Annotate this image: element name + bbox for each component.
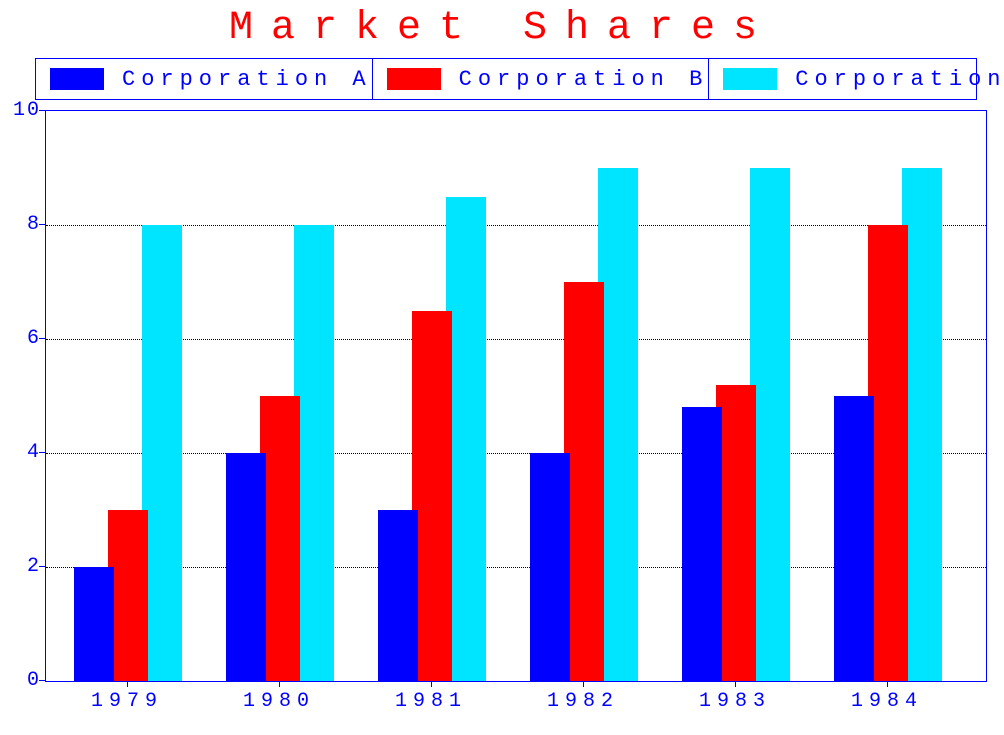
xtick-mark [887, 681, 888, 687]
legend-swatch-a [50, 68, 104, 90]
xtick-label: 1984 [851, 690, 923, 713]
legend-swatch-b [387, 68, 441, 90]
ytick-label: 8 [3, 213, 41, 236]
plot-area [45, 110, 987, 682]
legend-item-a: Corporation A [36, 59, 373, 99]
bar [294, 225, 334, 681]
bar [142, 225, 182, 681]
ytick-label: 10 [3, 99, 41, 122]
ytick-label: 4 [3, 441, 41, 464]
xtick-label: 1980 [243, 690, 315, 713]
bar [682, 407, 722, 681]
bar [446, 197, 486, 682]
legend-label-a: Corporation A [122, 67, 372, 92]
xtick-mark [279, 681, 280, 687]
bar [74, 567, 114, 681]
ytick-mark [39, 110, 45, 111]
bar [750, 168, 790, 681]
bar [902, 168, 942, 681]
chart-title: Market Shares [0, 6, 1004, 51]
ytick-mark [39, 338, 45, 339]
legend-item-b: Corporation B [373, 59, 710, 99]
bar [716, 385, 756, 681]
xtick-mark [127, 681, 128, 687]
bar [260, 396, 300, 681]
legend: Corporation A Corporation B Corporation … [35, 58, 977, 100]
ytick-mark [39, 566, 45, 567]
legend-item-c: Corporation C [709, 59, 1004, 99]
legend-swatch-c [723, 68, 777, 90]
bar [530, 453, 570, 681]
ytick-label: 2 [3, 555, 41, 578]
ytick-label: 6 [3, 327, 41, 350]
bar [834, 396, 874, 681]
legend-label-b: Corporation B [459, 67, 709, 92]
ytick-mark [39, 452, 45, 453]
bar [868, 225, 908, 681]
gridline [46, 225, 986, 226]
xtick-mark [431, 681, 432, 687]
gridline [46, 339, 986, 340]
bar [378, 510, 418, 681]
xtick-label: 1982 [547, 690, 619, 713]
bar [226, 453, 266, 681]
xtick-label: 1981 [395, 690, 467, 713]
xtick-label: 1979 [91, 690, 163, 713]
bar [564, 282, 604, 681]
ytick-label: 0 [3, 669, 41, 692]
xtick-mark [583, 681, 584, 687]
bar [108, 510, 148, 681]
bar [412, 311, 452, 682]
bar [598, 168, 638, 681]
xtick-label: 1983 [699, 690, 771, 713]
ytick-mark [39, 224, 45, 225]
legend-label-c: Corporation C [795, 67, 1004, 92]
xtick-mark [735, 681, 736, 687]
ytick-mark [39, 680, 45, 681]
